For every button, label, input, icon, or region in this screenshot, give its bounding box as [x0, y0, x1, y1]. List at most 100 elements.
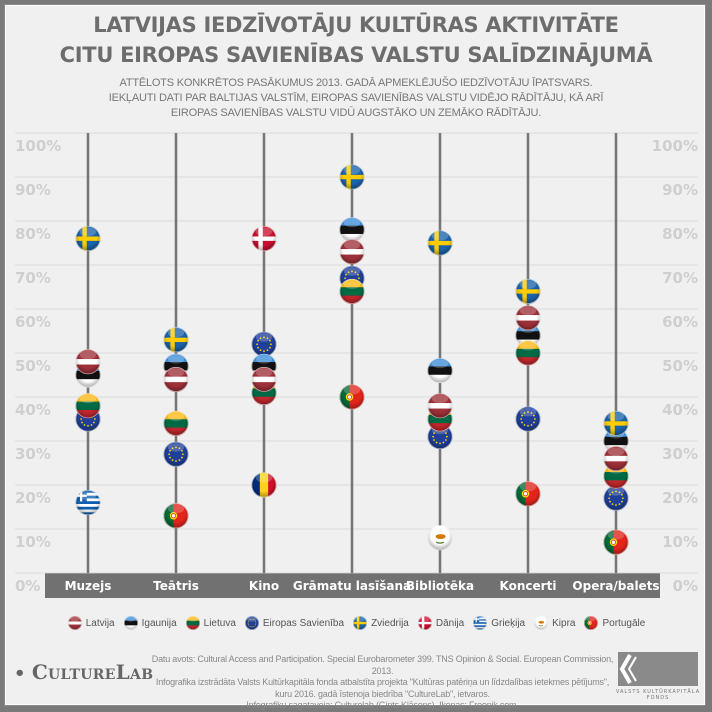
y-tick-label-right: 80% — [662, 225, 698, 243]
y-tick-label-right: 40% — [662, 401, 698, 419]
marker-lt-flag-icon — [163, 410, 189, 436]
eu-flag-icon — [244, 616, 259, 630]
cy-flag-icon — [534, 616, 549, 630]
y-tick-label-left: 40% — [15, 401, 51, 419]
y-tick-label-left: 0% — [15, 577, 40, 595]
marker-eu-flag-icon — [163, 441, 189, 467]
marker-lv-flag-icon — [75, 349, 101, 375]
se-flag-icon — [353, 616, 368, 630]
marker-se-flag-icon — [75, 226, 101, 252]
source-line-3: kuru 2016. gadā īstenoja biedrība "Cultu… — [275, 688, 490, 699]
subtitle: ATTĒLOTS KONKRĒTOS PASĀKUMUS 2013. GADĀ … — [0, 76, 712, 121]
marker-lv-flag-icon — [163, 366, 189, 392]
marker-ro-flag-icon — [251, 472, 277, 498]
se-flag-icon — [353, 616, 368, 630]
y-tick-label-right: 20% — [662, 489, 698, 507]
y-tick-label-right: 90% — [662, 181, 698, 199]
legend-item-lv: Latvija — [67, 615, 115, 631]
y-tick-label-left: 100% — [15, 137, 61, 155]
legend-item-lt: Lietuva — [185, 615, 236, 631]
subtitle-line-1: ATTĒLOTS KONKRĒTOS PASĀKUMUS 2013. GADĀ … — [119, 77, 593, 89]
category-label-muzejs: Muzejs — [64, 579, 112, 593]
marker-pt-flag-icon — [603, 529, 629, 555]
lv-flag-icon — [67, 616, 82, 630]
dk-flag-icon — [417, 616, 432, 630]
marker-lt-flag-icon — [339, 278, 365, 304]
category-label-kino: Kino — [248, 579, 280, 593]
marker-cy-flag-icon — [427, 525, 453, 551]
dk-flag-icon — [417, 616, 432, 630]
category-bar — [45, 573, 660, 598]
legend-label: Lietuva — [203, 617, 236, 629]
y-tick-label-right: 60% — [662, 313, 698, 331]
y-tick-label-right: 100% — [652, 137, 698, 155]
legend-item-gr: Grieķija — [472, 615, 525, 631]
cy-flag-icon — [534, 616, 549, 630]
culturelab-logo: • CultureLab — [14, 660, 154, 684]
y-tick-label-left: 80% — [15, 225, 51, 243]
marker-lt-flag-icon — [75, 393, 101, 419]
marker-lv-flag-icon — [603, 446, 629, 472]
marker-ee-flag-icon — [427, 358, 453, 384]
y-tick-label-left: 30% — [15, 445, 51, 463]
pt-flag-icon — [584, 616, 599, 630]
y-tick-label-right: 70% — [662, 269, 698, 287]
category-label-teatris: Teātris — [153, 579, 199, 593]
y-tick-label-right: 0% — [673, 577, 698, 595]
legend-label: Eiropas Savienība — [262, 617, 345, 629]
marker-pt-flag-icon — [339, 384, 365, 410]
legend-label: Zviedrija — [371, 617, 409, 629]
legend-label: Igaunija — [141, 617, 177, 629]
legend-label: Dānija — [435, 617, 465, 629]
legend-item-cy: Kipra — [533, 615, 575, 631]
marker-lv-flag-icon — [515, 305, 541, 331]
legend-item-eu: Eiropas Savienība — [244, 615, 344, 631]
logo-text: CultureLab — [31, 660, 154, 684]
marker-eu-flag-icon — [251, 331, 277, 357]
marker-se-flag-icon — [427, 230, 453, 256]
marker-se-flag-icon — [603, 410, 629, 436]
legend-label: Kipra — [552, 617, 576, 629]
legend-label: Grieķija — [491, 617, 526, 629]
gr-flag-icon — [473, 616, 488, 630]
marker-lv-flag-icon — [339, 239, 365, 265]
y-tick-label-left: 50% — [15, 357, 51, 375]
category-label-gramatu-lasisana: Grāmatu lasīšana — [292, 579, 412, 593]
gr-flag-icon — [473, 616, 488, 630]
legend-item-pt: Portugāle — [583, 615, 645, 631]
marker-lt-flag-icon — [515, 340, 541, 366]
marker-gr-flag-icon — [75, 490, 101, 516]
pt-flag-icon — [584, 616, 599, 630]
source-line-1: Datu avots: Cultural Access and Particip… — [151, 654, 614, 676]
marker-pt-flag-icon — [163, 503, 189, 529]
ee-flag-icon — [123, 616, 138, 630]
source-note: Datu avots: Cultural Access and Particip… — [150, 654, 615, 712]
source-line-2: Infografika izstrādāta Valsts Kultūrkapi… — [155, 677, 610, 687]
y-tick-label-right: 30% — [662, 445, 698, 463]
marker-ee-flag-icon — [339, 217, 365, 243]
marker-eu-flag-icon — [603, 485, 629, 511]
marker-eu-flag-icon — [515, 406, 541, 432]
lv-flag-icon — [67, 616, 82, 630]
legend-label: Portugāle — [602, 617, 646, 629]
y-tick-label-left: 90% — [15, 181, 51, 199]
y-tick-label-left: 70% — [15, 269, 51, 287]
source-line-4: Infografiku sagatavoja: Culturelab (Gint… — [246, 700, 519, 710]
subtitle-line-2: IEKĻAUTI DATI PAR BALTIJAS VALSTĪM, EIRO… — [108, 92, 604, 104]
legend-item-ee: Igaunija — [123, 615, 177, 631]
marker-lv-flag-icon — [251, 366, 277, 392]
ee-flag-icon — [123, 616, 138, 630]
y-tick-label-left: 60% — [15, 313, 51, 331]
legend-item-se: Zviedrija — [352, 615, 409, 631]
page-title: LATVIJAS IEDZĪVOTĀJU KULTŪRAS AKTIVITĀTE… — [0, 10, 712, 70]
marker-dk-flag-icon — [251, 226, 277, 252]
marker-se-flag-icon — [339, 164, 365, 190]
category-label-opera-balets: Opera/balets — [572, 579, 660, 593]
fund-logo-text: VALSTS KULTŪRKAPITĀLA FONDS — [615, 689, 701, 701]
marker-lv-flag-icon — [427, 393, 453, 419]
marker-pt-flag-icon — [515, 481, 541, 507]
category-label-biblioteka: Bibliotēka — [405, 579, 475, 593]
title-line-2: CITU EIROPAS SAVIENĪBAS VALSTU SALĪDZINĀ… — [59, 43, 653, 67]
fund-chevron-icon — [619, 654, 637, 684]
